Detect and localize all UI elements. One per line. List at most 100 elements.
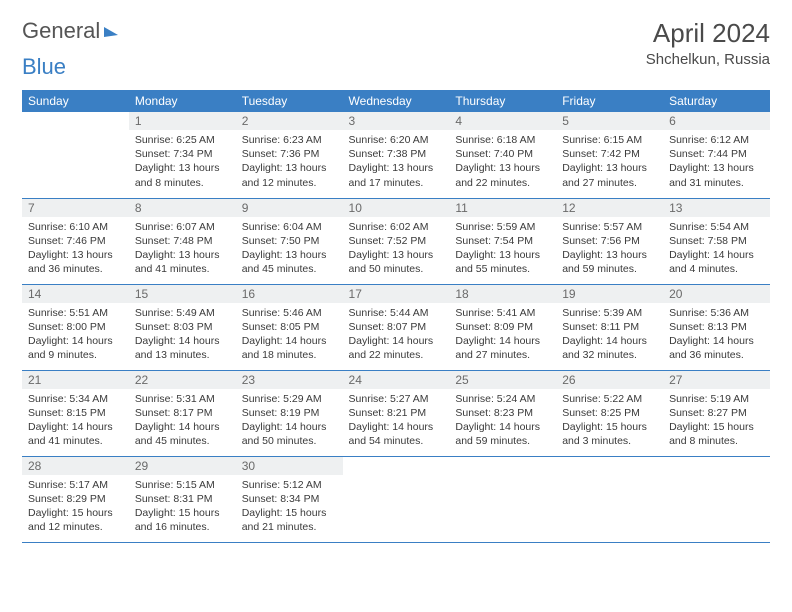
day-details: Sunrise: 5:34 AMSunset: 8:15 PMDaylight:… [22,389,129,455]
calendar-cell [22,112,129,198]
calendar-header-row: SundayMondayTuesdayWednesdayThursdayFrid… [22,90,770,112]
calendar-cell: 15Sunrise: 5:49 AMSunset: 8:03 PMDayligh… [129,284,236,370]
calendar-body: 1Sunrise: 6:25 AMSunset: 7:34 PMDaylight… [22,112,770,542]
day-details: Sunrise: 5:22 AMSunset: 8:25 PMDaylight:… [556,389,663,455]
day-details: Sunrise: 5:54 AMSunset: 7:58 PMDaylight:… [663,217,770,283]
day-number: 6 [663,112,770,130]
day-number: 15 [129,285,236,303]
weekday-header: Tuesday [236,90,343,112]
day-number: 13 [663,199,770,217]
day-number: 16 [236,285,343,303]
day-details: Sunrise: 5:51 AMSunset: 8:00 PMDaylight:… [22,303,129,369]
calendar-cell: 8Sunrise: 6:07 AMSunset: 7:48 PMDaylight… [129,198,236,284]
day-number: 19 [556,285,663,303]
calendar-cell: 9Sunrise: 6:04 AMSunset: 7:50 PMDaylight… [236,198,343,284]
day-number: 10 [343,199,450,217]
calendar-cell: 22Sunrise: 5:31 AMSunset: 8:17 PMDayligh… [129,370,236,456]
day-details: Sunrise: 6:10 AMSunset: 7:46 PMDaylight:… [22,217,129,283]
day-number: 23 [236,371,343,389]
calendar-table: SundayMondayTuesdayWednesdayThursdayFrid… [22,90,770,543]
day-number: 9 [236,199,343,217]
day-details: Sunrise: 6:02 AMSunset: 7:52 PMDaylight:… [343,217,450,283]
day-details: Sunrise: 5:41 AMSunset: 8:09 PMDaylight:… [449,303,556,369]
calendar-cell: 1Sunrise: 6:25 AMSunset: 7:34 PMDaylight… [129,112,236,198]
calendar-cell: 10Sunrise: 6:02 AMSunset: 7:52 PMDayligh… [343,198,450,284]
day-number: 18 [449,285,556,303]
day-number: 21 [22,371,129,389]
weekday-header: Monday [129,90,236,112]
calendar-cell: 29Sunrise: 5:15 AMSunset: 8:31 PMDayligh… [129,456,236,542]
day-details: Sunrise: 6:12 AMSunset: 7:44 PMDaylight:… [663,130,770,196]
day-details: Sunrise: 6:04 AMSunset: 7:50 PMDaylight:… [236,217,343,283]
weekday-header: Sunday [22,90,129,112]
day-number: 14 [22,285,129,303]
day-details: Sunrise: 5:57 AMSunset: 7:56 PMDaylight:… [556,217,663,283]
weekday-header: Saturday [663,90,770,112]
calendar-cell: 5Sunrise: 6:15 AMSunset: 7:42 PMDaylight… [556,112,663,198]
day-number: 28 [22,457,129,475]
calendar-cell: 18Sunrise: 5:41 AMSunset: 8:09 PMDayligh… [449,284,556,370]
day-details: Sunrise: 6:07 AMSunset: 7:48 PMDaylight:… [129,217,236,283]
calendar-cell: 23Sunrise: 5:29 AMSunset: 8:19 PMDayligh… [236,370,343,456]
calendar-cell: 12Sunrise: 5:57 AMSunset: 7:56 PMDayligh… [556,198,663,284]
day-details: Sunrise: 5:12 AMSunset: 8:34 PMDaylight:… [236,475,343,541]
day-number: 12 [556,199,663,217]
day-details: Sunrise: 5:27 AMSunset: 8:21 PMDaylight:… [343,389,450,455]
day-details: Sunrise: 5:44 AMSunset: 8:07 PMDaylight:… [343,303,450,369]
calendar-cell: 2Sunrise: 6:23 AMSunset: 7:36 PMDaylight… [236,112,343,198]
weekday-header: Wednesday [343,90,450,112]
calendar-cell: 16Sunrise: 5:46 AMSunset: 8:05 PMDayligh… [236,284,343,370]
calendar-cell: 28Sunrise: 5:17 AMSunset: 8:29 PMDayligh… [22,456,129,542]
day-details: Sunrise: 5:46 AMSunset: 8:05 PMDaylight:… [236,303,343,369]
day-number: 24 [343,371,450,389]
day-details: Sunrise: 5:36 AMSunset: 8:13 PMDaylight:… [663,303,770,369]
day-number: 5 [556,112,663,130]
day-number: 20 [663,285,770,303]
brand-logo: General [22,18,120,44]
brand-part1: General [22,18,100,44]
title-block: April 2024 Shchelkun, Russia [646,18,770,68]
day-details: Sunrise: 6:25 AMSunset: 7:34 PMDaylight:… [129,130,236,196]
day-number: 11 [449,199,556,217]
calendar-cell: 25Sunrise: 5:24 AMSunset: 8:23 PMDayligh… [449,370,556,456]
day-details: Sunrise: 5:31 AMSunset: 8:17 PMDaylight:… [129,389,236,455]
day-details: Sunrise: 6:18 AMSunset: 7:40 PMDaylight:… [449,130,556,196]
day-details: Sunrise: 6:23 AMSunset: 7:36 PMDaylight:… [236,130,343,196]
calendar-cell: 4Sunrise: 6:18 AMSunset: 7:40 PMDaylight… [449,112,556,198]
calendar-cell: 7Sunrise: 6:10 AMSunset: 7:46 PMDaylight… [22,198,129,284]
location-label: Shchelkun, Russia [646,51,770,68]
calendar-cell: 11Sunrise: 5:59 AMSunset: 7:54 PMDayligh… [449,198,556,284]
day-number: 2 [236,112,343,130]
month-title: April 2024 [646,18,770,49]
calendar-cell [556,456,663,542]
day-details: Sunrise: 5:49 AMSunset: 8:03 PMDaylight:… [129,303,236,369]
calendar-cell: 13Sunrise: 5:54 AMSunset: 7:58 PMDayligh… [663,198,770,284]
calendar-cell: 20Sunrise: 5:36 AMSunset: 8:13 PMDayligh… [663,284,770,370]
calendar-cell: 30Sunrise: 5:12 AMSunset: 8:34 PMDayligh… [236,456,343,542]
weekday-header: Thursday [449,90,556,112]
day-number: 1 [129,112,236,130]
day-number: 30 [236,457,343,475]
calendar-cell: 6Sunrise: 6:12 AMSunset: 7:44 PMDaylight… [663,112,770,198]
day-details: Sunrise: 5:24 AMSunset: 8:23 PMDaylight:… [449,389,556,455]
day-number: 25 [449,371,556,389]
calendar-cell: 17Sunrise: 5:44 AMSunset: 8:07 PMDayligh… [343,284,450,370]
weekday-header: Friday [556,90,663,112]
brand-part2: Blue [22,54,66,79]
calendar-cell: 27Sunrise: 5:19 AMSunset: 8:27 PMDayligh… [663,370,770,456]
day-details: Sunrise: 6:15 AMSunset: 7:42 PMDaylight:… [556,130,663,196]
day-number: 26 [556,371,663,389]
day-details: Sunrise: 5:29 AMSunset: 8:19 PMDaylight:… [236,389,343,455]
day-number: 29 [129,457,236,475]
day-details: Sunrise: 5:59 AMSunset: 7:54 PMDaylight:… [449,217,556,283]
day-number: 17 [343,285,450,303]
logo-arrow-icon [104,25,118,37]
calendar-cell [663,456,770,542]
calendar-cell: 26Sunrise: 5:22 AMSunset: 8:25 PMDayligh… [556,370,663,456]
day-number: 27 [663,371,770,389]
calendar-cell: 14Sunrise: 5:51 AMSunset: 8:00 PMDayligh… [22,284,129,370]
day-number: 7 [22,199,129,217]
calendar-cell [343,456,450,542]
day-number: 8 [129,199,236,217]
calendar-cell [449,456,556,542]
